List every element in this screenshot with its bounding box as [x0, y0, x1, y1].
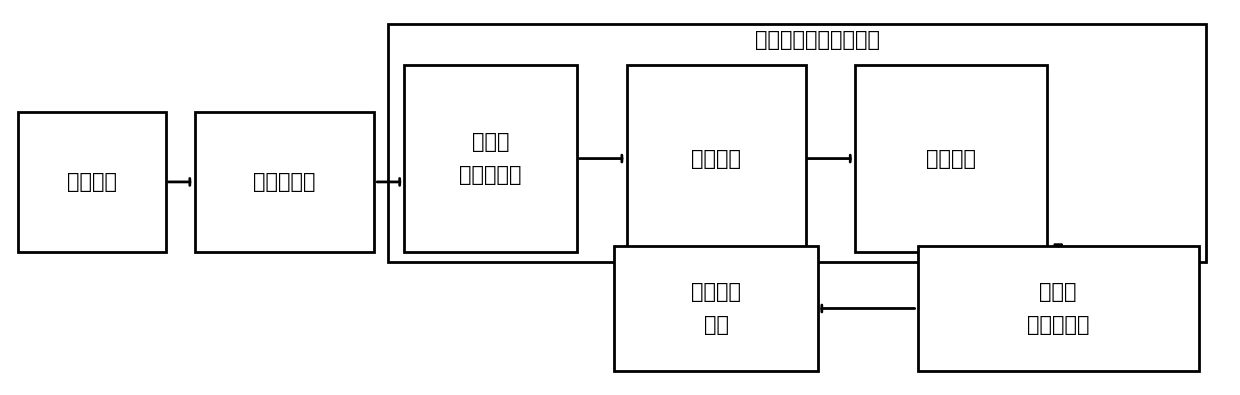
Bar	[615, 246, 818, 371]
Text: 发布: 发布	[704, 315, 729, 335]
Bar	[388, 24, 1207, 262]
Bar	[17, 112, 166, 252]
Text: 算单元: 算单元	[471, 132, 510, 152]
Bar	[626, 65, 806, 252]
Text: 输出模块: 输出模块	[691, 282, 742, 302]
Bar	[918, 246, 1199, 371]
Text: 功率交替调整分配模块: 功率交替调整分配模块	[755, 30, 880, 50]
Text: 求解单元: 求解单元	[926, 149, 976, 169]
Text: 断模块: 断模块	[1039, 282, 1078, 302]
Text: 初始化模块: 初始化模块	[253, 172, 315, 192]
Bar	[195, 112, 373, 252]
Text: 功率偏差计: 功率偏差计	[459, 165, 522, 185]
Text: 生成模块: 生成模块	[67, 172, 117, 192]
Text: 建模单元: 建模单元	[691, 149, 742, 169]
Text: 滚动计算判: 滚动计算判	[1027, 315, 1090, 335]
Bar	[856, 65, 1047, 252]
Bar	[404, 65, 577, 252]
